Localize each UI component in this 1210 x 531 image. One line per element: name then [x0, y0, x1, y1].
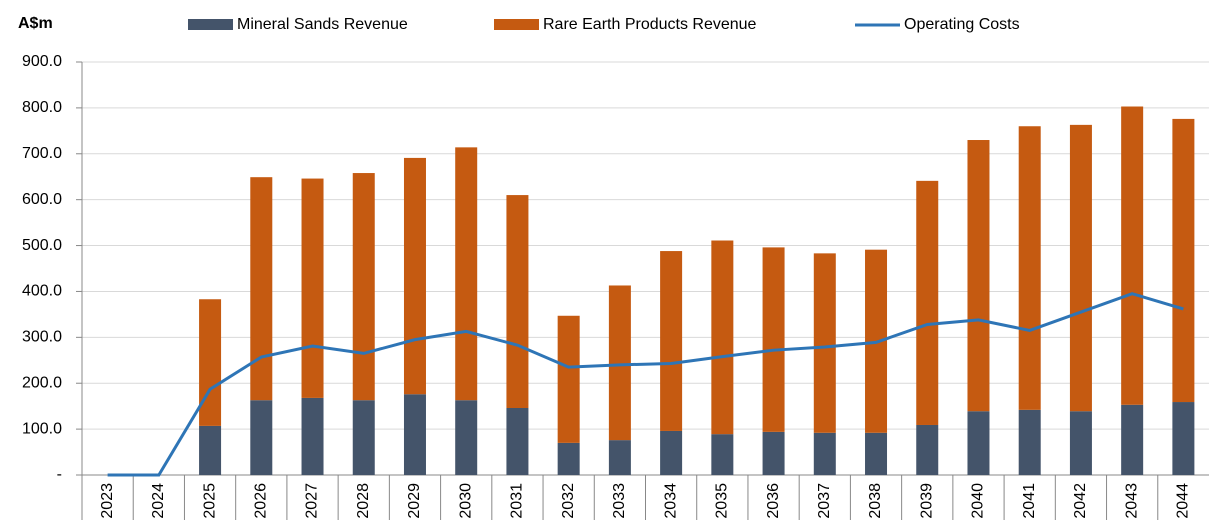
bar — [506, 408, 529, 475]
bar — [1018, 126, 1041, 410]
bar — [403, 394, 426, 475]
x-tick-label: 2024 — [150, 483, 167, 519]
bar — [916, 180, 939, 425]
bar — [608, 285, 631, 441]
x-tick-label: 2043 — [1123, 483, 1140, 519]
bar — [813, 253, 836, 433]
y-tick-label: 200.0 — [22, 374, 62, 391]
bar — [813, 432, 836, 475]
x-tick-label: 2041 — [1021, 483, 1038, 519]
legend-label: Mineral Sands Revenue — [237, 16, 408, 33]
x-tick-label: 2038 — [867, 483, 884, 519]
y-axis-label: A$m — [18, 15, 53, 32]
x-tick-label: 2030 — [457, 483, 474, 519]
bar — [250, 400, 273, 475]
x-tick-label: 2031 — [509, 483, 526, 519]
legend-label: Rare Earth Products Revenue — [543, 16, 757, 33]
x-tick-label: 2026 — [253, 483, 270, 519]
bar — [352, 400, 375, 475]
y-tick-label: 700.0 — [22, 145, 62, 162]
y-tick-label: 500.0 — [22, 237, 62, 254]
bar — [1069, 411, 1092, 475]
bar — [250, 177, 273, 401]
x-tick-label: 2044 — [1175, 483, 1192, 519]
y-tick-label: 800.0 — [22, 99, 62, 116]
bar — [455, 400, 478, 475]
bar — [352, 173, 375, 401]
x-tick-label: 2042 — [1072, 483, 1089, 519]
x-tick-label: 2027 — [304, 483, 321, 519]
bar — [403, 157, 426, 395]
y-tick-label: 600.0 — [22, 191, 62, 208]
bar — [301, 178, 324, 398]
bar — [506, 195, 529, 409]
bar — [1121, 106, 1144, 405]
bar — [865, 432, 888, 475]
x-tick-label: 2033 — [611, 483, 628, 519]
bar — [455, 147, 478, 401]
bar — [557, 315, 580, 443]
bar — [916, 424, 939, 475]
x-tick-label: 2023 — [99, 483, 116, 519]
y-tick-label: - — [57, 466, 62, 483]
y-tick-label: 400.0 — [22, 283, 62, 300]
x-tick-label: 2034 — [662, 483, 679, 519]
bar — [557, 442, 580, 475]
bar — [608, 440, 631, 475]
x-tick-label: 2029 — [406, 483, 423, 519]
legend-swatch — [188, 19, 233, 30]
x-tick-label: 2035 — [714, 483, 731, 519]
bar — [762, 247, 785, 432]
legend-label: Operating Costs — [904, 16, 1020, 33]
bar — [1172, 402, 1195, 475]
line — [107, 292, 1184, 477]
bar — [660, 251, 683, 431]
bar — [1172, 118, 1195, 403]
bar — [1069, 124, 1092, 412]
bar — [762, 431, 785, 475]
x-tick-label: 2037 — [816, 483, 833, 519]
x-tick-label: 2040 — [970, 483, 987, 519]
x-tick-label: 2028 — [355, 483, 372, 519]
y-tick-label: 300.0 — [22, 329, 62, 346]
bar — [1018, 409, 1041, 475]
x-tick-label: 2025 — [201, 483, 218, 519]
bar — [301, 397, 324, 475]
bar — [711, 240, 734, 435]
x-tick-label: 2039 — [918, 483, 935, 519]
y-tick-label: 100.0 — [22, 420, 62, 437]
bar — [967, 411, 990, 475]
x-tick-label: 2032 — [560, 483, 577, 519]
bar — [1121, 404, 1144, 475]
bar — [711, 434, 734, 475]
y-tick-label: 900.0 — [22, 53, 62, 70]
bar — [967, 140, 990, 412]
legend-swatch — [494, 19, 539, 30]
x-tick-label: 2036 — [765, 483, 782, 519]
bar — [199, 425, 222, 475]
bar — [660, 430, 683, 475]
bar — [199, 299, 222, 426]
